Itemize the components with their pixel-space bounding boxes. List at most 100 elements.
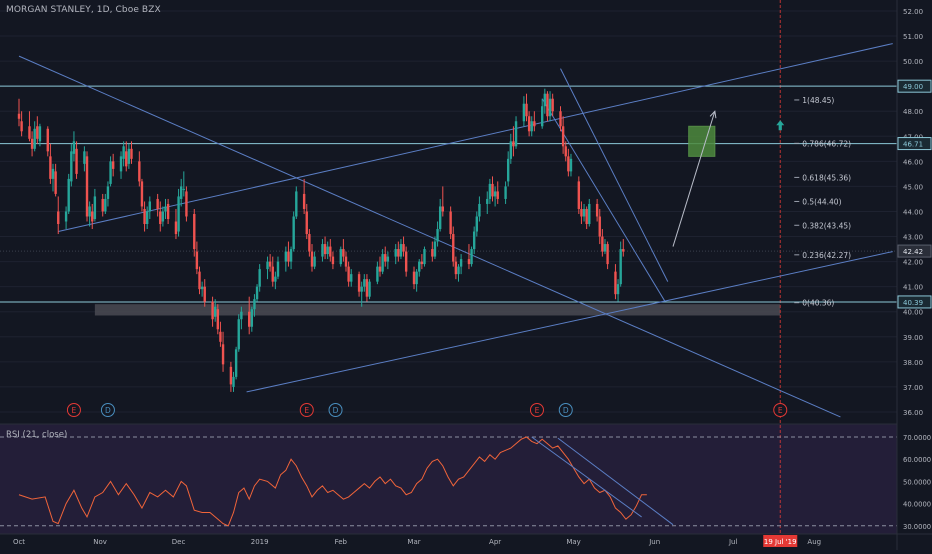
candle [85, 151, 89, 222]
rsi-axis-tick: 60.0000 [903, 456, 931, 464]
candle-body [514, 121, 518, 147]
candle-body [541, 106, 544, 127]
candle [195, 241, 199, 275]
candle-body [533, 121, 536, 127]
candle-body [148, 201, 151, 212]
date-marker-text: 19 Jul '19 [764, 538, 797, 546]
earnings-icon[interactable]: E [299, 403, 314, 417]
earnings-icon[interactable]: E [66, 403, 81, 417]
candle-body [138, 161, 141, 182]
candle-body [49, 156, 52, 179]
candle-body [452, 234, 455, 262]
event-label: E [72, 406, 77, 415]
candle [250, 306, 254, 332]
fib-level-label: 0.618(45.36) [802, 173, 851, 182]
up-arrow-icon [776, 120, 785, 131]
price-axis-tick: 48.00 [903, 108, 923, 116]
candle [342, 239, 345, 262]
fib-level-label: 0(40.36) [802, 299, 834, 308]
candle-body [603, 244, 607, 252]
candle-body [478, 203, 481, 217]
target-box [688, 125, 716, 157]
candle [130, 141, 133, 164]
rsi-trendline [531, 436, 642, 518]
candle-body [289, 249, 293, 262]
candle-body [441, 206, 444, 212]
candle [449, 206, 452, 240]
candle-body [30, 138, 34, 149]
candle-body [130, 148, 133, 159]
candle-body [588, 203, 591, 225]
price-axis-tick: 51.00 [903, 33, 923, 41]
candle [229, 361, 233, 392]
event-label: D [563, 406, 569, 415]
candle [614, 264, 617, 300]
candle [525, 93, 528, 122]
candle [441, 186, 444, 217]
earnings-icon[interactable]: E [529, 403, 544, 417]
time-axis-tick: May [566, 538, 580, 546]
candle [619, 241, 622, 287]
candle [533, 111, 536, 132]
candle [585, 206, 588, 230]
candle [253, 294, 256, 317]
candle [125, 141, 128, 172]
candle [478, 196, 481, 222]
date-marker-bg [763, 535, 798, 547]
candle-body [237, 319, 240, 350]
event-label: E [535, 406, 540, 415]
candle-body [488, 183, 492, 199]
time-axis-tick: Jun [648, 538, 660, 546]
fib-level-label: 0.236(42.27) [802, 251, 851, 260]
candle [88, 201, 91, 227]
candle [111, 153, 115, 177]
price-axis-tick: 45.00 [903, 183, 923, 191]
candle-body [363, 279, 366, 287]
candle-body [433, 241, 437, 257]
candle-body [381, 254, 384, 272]
candle-body [64, 211, 68, 222]
candle-body [182, 188, 186, 190]
candle [182, 171, 186, 197]
projection-arrow [672, 111, 716, 247]
time-axis-tick: Feb [335, 538, 348, 546]
candle [418, 259, 421, 277]
candle [219, 321, 222, 347]
candle [548, 91, 552, 122]
candle [420, 254, 424, 270]
dividend-icon[interactable]: D [558, 403, 573, 417]
earnings-icon[interactable]: E [773, 403, 788, 417]
candle-body [399, 244, 403, 257]
candle-body [72, 141, 76, 154]
candle [232, 371, 235, 392]
candle-body [467, 259, 471, 265]
price-axis-tick: 42.00 [903, 259, 923, 267]
candle-body [308, 234, 311, 252]
dividend-icon[interactable]: D [100, 403, 115, 417]
price-label: 42.42 [897, 244, 932, 258]
candle [368, 279, 371, 300]
candle [166, 198, 170, 225]
candle [467, 244, 471, 270]
candle [365, 274, 369, 302]
candle-body [342, 249, 345, 257]
candle [200, 281, 204, 297]
candle [423, 246, 426, 267]
rsi-axis-tick: 40.0000 [903, 501, 931, 509]
price-label: 46.71 [897, 137, 932, 151]
candle [493, 186, 497, 207]
candle-body [347, 266, 350, 282]
candle-body [577, 181, 581, 209]
candle [431, 241, 434, 262]
dividend-icon[interactable]: D [328, 403, 343, 417]
candle [326, 241, 329, 260]
candle [415, 269, 418, 292]
candle [606, 241, 609, 270]
candle [577, 176, 581, 214]
candle [491, 176, 494, 202]
candle [268, 254, 272, 272]
candle-body [619, 249, 622, 285]
candle-body [145, 211, 149, 225]
candle [64, 206, 68, 230]
